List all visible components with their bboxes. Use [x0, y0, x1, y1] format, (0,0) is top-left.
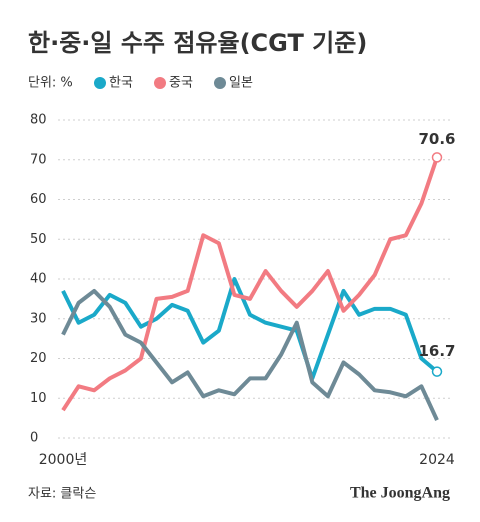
- data-label: 70.6: [418, 130, 455, 148]
- legend-label: 한국: [109, 76, 133, 91]
- series-line: [61, 156, 439, 412]
- series-line: [61, 288, 439, 421]
- y-tick-label: 10: [30, 391, 47, 406]
- data-label: 16.7: [418, 342, 455, 360]
- legend-swatch: [94, 77, 106, 89]
- legend-swatch: [214, 77, 226, 89]
- y-tick-label: 80: [30, 113, 47, 128]
- source: 자료: 클락슨: [28, 487, 96, 502]
- end-point: [431, 366, 443, 377]
- end-point: [431, 152, 443, 163]
- chart-title: 한·중·일 수주 점유율(CGT 기준): [28, 29, 367, 57]
- y-tick-label: 50: [30, 232, 47, 247]
- y-tick-label: 30: [30, 311, 47, 326]
- x-tick-label: 2024: [419, 452, 455, 468]
- legend-label: 일본: [229, 76, 253, 91]
- x-tick-label: 2000년: [39, 452, 88, 468]
- y-tick-label: 40: [30, 272, 47, 287]
- brand: The JoongAng: [350, 485, 450, 502]
- y-tick-label: 60: [30, 192, 47, 207]
- y-tick-label: 70: [30, 152, 47, 167]
- series-line: [61, 277, 439, 381]
- y-tick-label: 0: [30, 431, 38, 446]
- legend-label: 중국: [169, 76, 193, 91]
- legend-swatch: [154, 77, 166, 89]
- y-tick-label: 20: [30, 351, 47, 366]
- unit-label: 단위: %: [28, 76, 73, 91]
